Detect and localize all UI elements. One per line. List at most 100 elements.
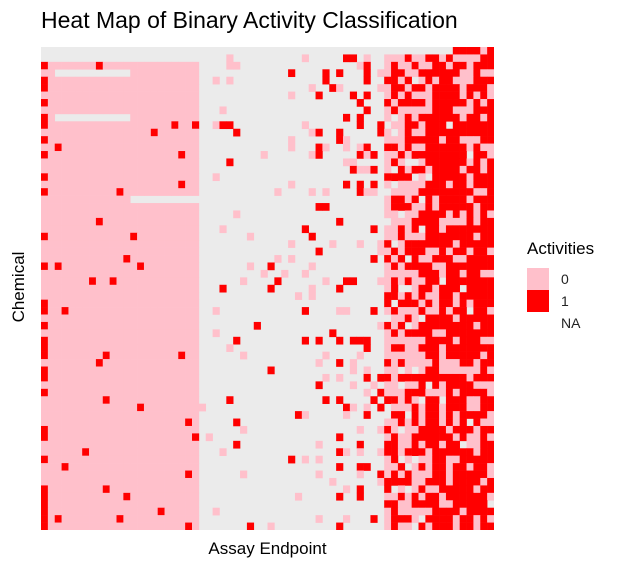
heatmap-cell xyxy=(75,425,83,434)
heatmap-cell xyxy=(89,359,97,367)
heatmap-cell xyxy=(47,188,56,196)
heatmap-cell xyxy=(432,425,440,434)
heatmap-cell xyxy=(171,128,179,137)
heatmap-cell xyxy=(411,440,419,449)
heatmap-cell xyxy=(480,411,488,419)
heatmap-cell xyxy=(487,247,494,256)
heatmap-cell xyxy=(480,359,488,367)
heatmap-cell xyxy=(178,143,186,152)
heatmap-cell xyxy=(487,76,494,85)
heatmap-cell xyxy=(432,373,440,382)
heatmap-cell xyxy=(157,240,165,248)
heatmap-cell xyxy=(123,158,131,167)
heatmap-cell xyxy=(95,307,104,315)
heatmap-cell xyxy=(459,314,467,323)
heatmap-cell xyxy=(61,477,69,486)
heatmap-cell xyxy=(397,158,406,167)
heatmap-cell xyxy=(391,210,399,219)
heatmap-cell xyxy=(54,433,62,442)
heatmap-cell xyxy=(480,210,488,219)
heatmap-cell xyxy=(143,455,152,464)
heatmap-cell xyxy=(226,54,234,63)
heatmap-cell xyxy=(102,232,110,241)
heatmap-cell xyxy=(418,381,426,390)
heatmap-cell xyxy=(391,321,399,330)
heatmap-cell xyxy=(171,314,179,323)
heatmap-cell xyxy=(425,76,433,85)
heatmap-cell xyxy=(459,515,467,523)
chart-title: Heat Map of Binary Activity Classificati… xyxy=(41,7,458,33)
heatmap-cell xyxy=(384,455,392,464)
heatmap-cell xyxy=(192,180,200,189)
heatmap-cell xyxy=(404,522,412,530)
heatmap-cell xyxy=(130,217,138,226)
heatmap-cell xyxy=(487,381,494,390)
heatmap-cell xyxy=(89,217,97,226)
heatmap-cell xyxy=(157,284,165,293)
heatmap-cell xyxy=(89,366,97,375)
heatmap-cell xyxy=(439,366,447,375)
heatmap-cell xyxy=(143,262,152,271)
heatmap-cell xyxy=(473,217,481,226)
heatmap-cell xyxy=(363,165,371,174)
heatmap-cell xyxy=(89,284,97,293)
heatmap-cell xyxy=(411,113,419,122)
heatmap-cell xyxy=(246,232,255,241)
heatmap-cell xyxy=(425,99,433,107)
heatmap-cell xyxy=(89,433,97,442)
heatmap-cell xyxy=(185,500,193,509)
heatmap-cell xyxy=(47,299,56,308)
heatmap-cell xyxy=(102,61,110,70)
heatmap-cell xyxy=(439,54,447,63)
heatmap-cell xyxy=(192,373,200,382)
heatmap-cell xyxy=(123,269,131,278)
heatmap-cell xyxy=(391,99,399,107)
heatmap-cell xyxy=(473,99,481,107)
heatmap-cell xyxy=(487,84,494,92)
heatmap-cell xyxy=(473,403,481,412)
heatmap-cell xyxy=(171,262,179,271)
heatmap-cell xyxy=(425,269,433,278)
heatmap-cell xyxy=(157,173,165,182)
heatmap-cell xyxy=(164,158,172,167)
heatmap-cell xyxy=(47,277,56,286)
heatmap-cell xyxy=(473,180,481,189)
heatmap-cell xyxy=(411,470,419,479)
heatmap-cell xyxy=(445,448,454,456)
heatmap-cell xyxy=(432,225,440,234)
heatmap-cell xyxy=(192,61,200,70)
heatmap-cell xyxy=(130,307,138,315)
heatmap-cell xyxy=(418,128,426,137)
heatmap-cell xyxy=(164,284,172,293)
heatmap-cell xyxy=(171,113,179,122)
heatmap-cell xyxy=(212,76,220,85)
heatmap-cell xyxy=(116,255,124,263)
heatmap-cell xyxy=(480,91,488,100)
heatmap-cell xyxy=(185,158,193,167)
heatmap-cell xyxy=(384,255,392,263)
heatmap-cell xyxy=(178,463,186,471)
heatmap-cell xyxy=(137,396,145,404)
heatmap-cell xyxy=(404,106,412,115)
heatmap-cell xyxy=(157,336,165,345)
heatmap-cell xyxy=(473,299,481,308)
heatmap-cell xyxy=(439,403,447,412)
heatmap-cell xyxy=(226,121,234,130)
heatmap-cell xyxy=(82,128,90,137)
heatmap-cell xyxy=(123,210,131,219)
heatmap-cell xyxy=(343,403,351,412)
heatmap-cell xyxy=(61,381,69,390)
heatmap-cell xyxy=(68,203,76,211)
heatmap-cell xyxy=(343,485,351,494)
heatmap-cell xyxy=(116,91,124,100)
heatmap-cell xyxy=(68,388,76,397)
heatmap-cell xyxy=(109,522,117,530)
heatmap-cell xyxy=(432,247,440,256)
heatmap-cell xyxy=(459,292,467,300)
heatmap-cell xyxy=(89,373,97,382)
heatmap-cell xyxy=(192,91,200,100)
heatmap-cell xyxy=(363,151,371,159)
heatmap-cell xyxy=(432,329,440,338)
heatmap-cell xyxy=(397,359,406,367)
heatmap-cell xyxy=(95,121,104,130)
